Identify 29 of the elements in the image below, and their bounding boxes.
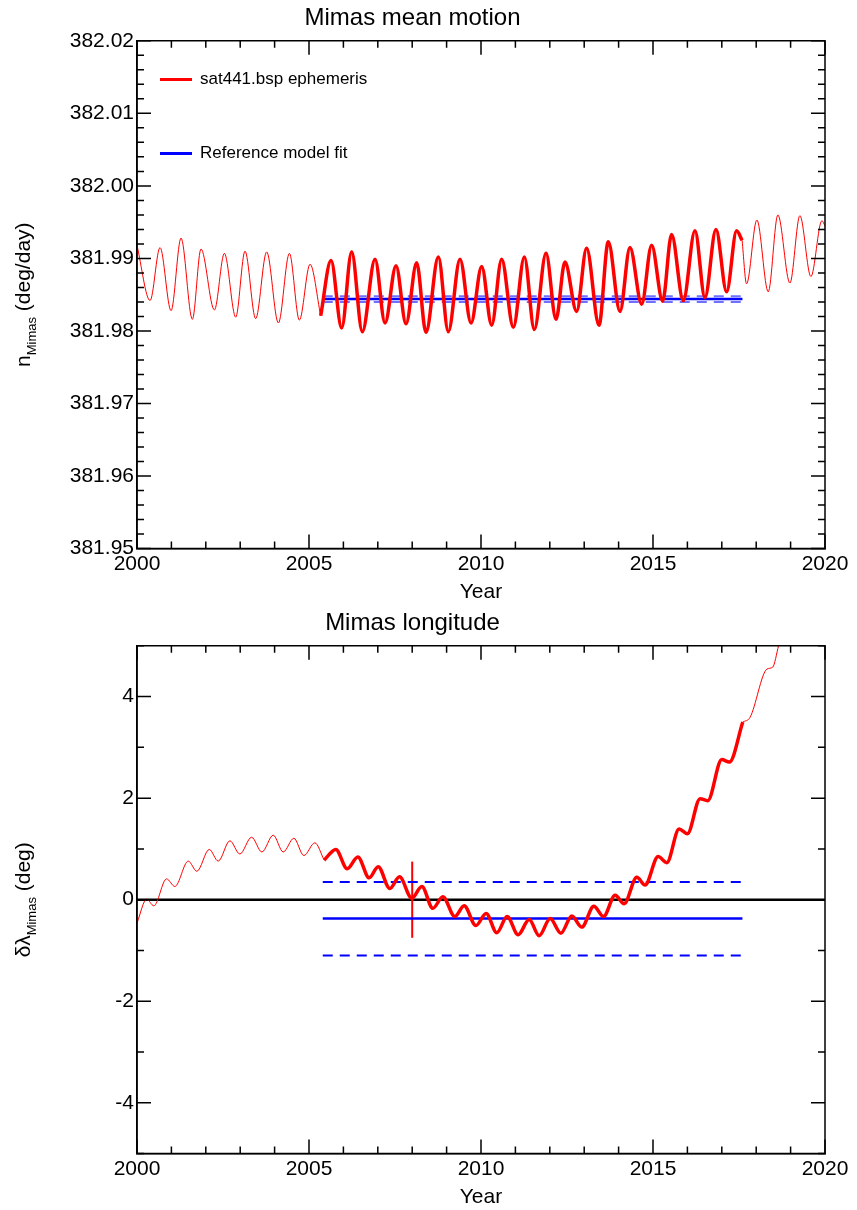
x-tick-label: 2010: [457, 1156, 505, 1179]
y-tick-label: 381.99: [69, 245, 134, 269]
y-axis-title: nMimas (deg/day): [11, 222, 40, 367]
chart-title: Mimas mean motion: [304, 3, 521, 31]
legend-label: sat441.bsp ephemeris: [200, 69, 368, 89]
x-tick-label: 2010: [457, 551, 505, 574]
legend-label: Reference model fit: [200, 143, 348, 163]
x-tick-label: 2020: [801, 551, 849, 574]
y-tick-label: 4: [122, 683, 135, 707]
x-tick-label: 2005: [285, 551, 333, 574]
y-tick-label: 381.96: [69, 462, 134, 486]
y-tick-label: 382.00: [69, 172, 134, 196]
x-tick-label: 2000: [113, 1156, 161, 1179]
x-tick-label: 2020: [801, 1156, 849, 1179]
x-tick-label: 2015: [629, 1156, 677, 1179]
y-tick-label: -2: [115, 988, 134, 1012]
x-axis-title: Year: [459, 1184, 503, 1208]
y-tick-label: 382.02: [69, 27, 134, 51]
x-tick-label: 2005: [285, 1156, 333, 1179]
y-tick-label: 381.98: [69, 317, 134, 341]
y-axis-title: δλMimas (deg): [11, 842, 40, 958]
y-tick-label: -4: [115, 1089, 135, 1113]
y-tick-label: 0: [122, 886, 134, 910]
x-axis-title: Year: [459, 579, 503, 603]
y-tick-label: 382.01: [69, 100, 134, 124]
y-tick-label: 381.97: [69, 390, 134, 414]
chart-title: Mimas longitude: [325, 608, 500, 636]
y-tick-label: 2: [122, 784, 134, 808]
x-tick-label: 2015: [629, 551, 677, 574]
